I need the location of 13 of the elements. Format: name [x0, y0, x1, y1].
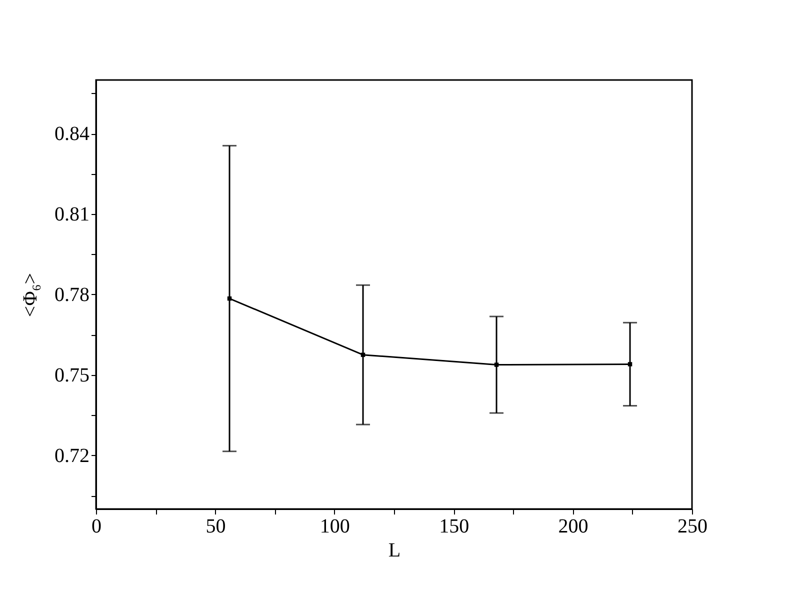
- x-tick-label: 50: [206, 516, 226, 538]
- x-tick-label: 150: [439, 516, 470, 538]
- x-axis-title: L: [388, 540, 401, 562]
- x-tick-label: 200: [558, 516, 588, 538]
- y-tick-label: 0.81: [54, 204, 90, 226]
- y-tick-label: 0.72: [54, 444, 90, 467]
- y-tick-label: 0.75: [54, 364, 90, 386]
- x-tick-label: 0: [92, 516, 102, 538]
- y-axis-title: <Φ₆>: [20, 272, 42, 318]
- x-tick-label: 100: [320, 516, 350, 538]
- x-tick-label: 250: [678, 516, 708, 538]
- y-tick-label: 0.78: [54, 284, 90, 306]
- y-tick-label: 0.84: [54, 123, 90, 146]
